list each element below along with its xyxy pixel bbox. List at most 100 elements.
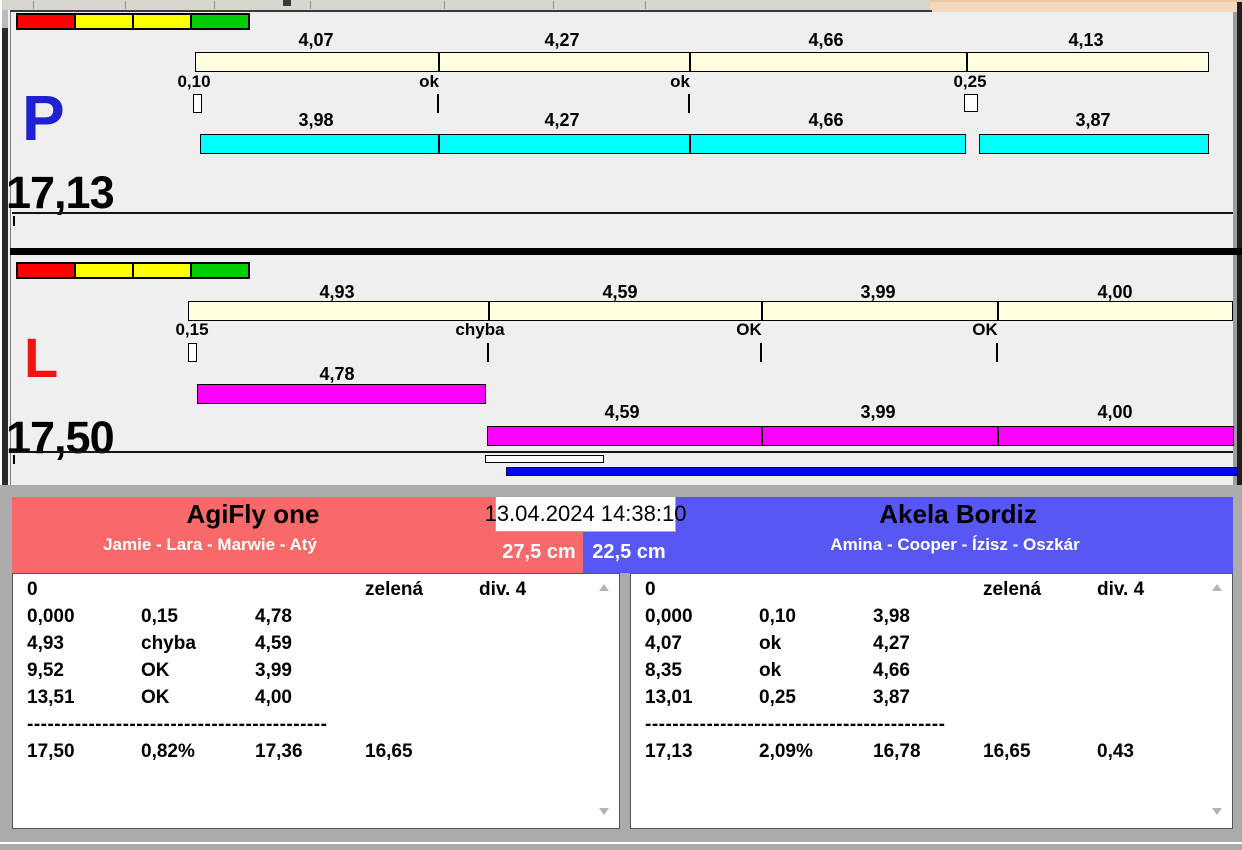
result-cell: 4,78 bbox=[255, 606, 292, 627]
window-top-border bbox=[10, 10, 932, 12]
l-reference-bar bbox=[188, 301, 1233, 321]
team-left-name: AgiFly one bbox=[186, 499, 320, 529]
team-right-jump-height: 22,5 cm bbox=[592, 541, 666, 563]
summary-cell: 2,09% bbox=[759, 741, 813, 762]
team-left-results-table[interactable]: 0 zelená div. 4 0,000 0,15 4,78 4,93 chy… bbox=[12, 573, 620, 829]
result-cell: ok bbox=[759, 660, 782, 681]
result-cell: 0,15 bbox=[141, 606, 178, 627]
p-run-bar-segment-1 bbox=[200, 134, 966, 154]
traffic-yellow-light bbox=[132, 13, 192, 30]
summary-cell: 17,13 bbox=[645, 741, 693, 762]
result-cell: 0 bbox=[27, 579, 38, 600]
p-run-segment-label: 4,66 bbox=[808, 110, 844, 130]
scroll-down-arrow[interactable] bbox=[599, 808, 609, 815]
l-ref-segment-label: 4,00 bbox=[1097, 282, 1133, 302]
left-edge-white bbox=[0, 0, 2, 850]
p-crossing-label: 0,25 bbox=[953, 72, 987, 91]
summary-cell: 17,50 bbox=[27, 741, 75, 762]
l-crossing-tick-box bbox=[188, 343, 197, 362]
traffic-green-light bbox=[190, 13, 250, 30]
p-run-bar-segment-2 bbox=[979, 134, 1209, 154]
p-ref-segment-label: 4,07 bbox=[298, 30, 334, 50]
p-ref-bar-divider bbox=[966, 53, 968, 71]
result-cell: 13,51 bbox=[27, 687, 75, 708]
l-run-bar-divider bbox=[761, 427, 763, 445]
result-cell: ok bbox=[759, 633, 782, 654]
scroll-up-arrow[interactable] bbox=[599, 584, 609, 591]
l-run2-segment-label: 4,59 bbox=[604, 402, 640, 422]
result-cell: 3,99 bbox=[255, 660, 292, 681]
p-ref-bar-divider bbox=[689, 53, 691, 71]
left-edge-grey bbox=[2, 10, 8, 28]
scroll-up-arrow[interactable] bbox=[1212, 584, 1222, 591]
lane-p-total-time: 17,13 bbox=[6, 167, 115, 218]
l-crossing-label: 0,15 bbox=[175, 320, 209, 339]
result-cell: OK bbox=[141, 687, 170, 708]
p-crossing-label: ok bbox=[419, 72, 439, 91]
results-bottom-line bbox=[0, 842, 1242, 844]
result-cell: 4,93 bbox=[27, 633, 64, 654]
l-ref-segment-label: 4,93 bbox=[319, 282, 355, 302]
left-edge-dark bbox=[2, 28, 8, 790]
traffic-light-l bbox=[16, 262, 250, 279]
l-crossing-tick bbox=[487, 343, 489, 362]
strip-separator bbox=[310, 1, 311, 9]
l-run2-segment-label: 4,00 bbox=[1097, 402, 1133, 422]
status-white-bar bbox=[485, 455, 604, 463]
traffic-yellow-light bbox=[132, 262, 192, 279]
l-panel-bottom-border bbox=[12, 451, 1233, 453]
l-crossing-tick bbox=[760, 343, 762, 362]
p-ref-bar-divider bbox=[438, 53, 440, 71]
p-reference-bar bbox=[195, 52, 1209, 72]
team-left-jump-height: 27,5 cm bbox=[502, 541, 576, 563]
l-ref-segment-label: 3,99 bbox=[860, 282, 896, 302]
traffic-light-p bbox=[16, 13, 250, 30]
l-run1-label: 4,78 bbox=[319, 364, 355, 384]
lane-l-letter: L bbox=[24, 326, 59, 389]
p-crossing-label: ok bbox=[670, 72, 690, 91]
progress-blue-bar bbox=[506, 467, 1238, 476]
p-panel-bottom-border bbox=[12, 212, 1233, 214]
team-right-jump-height-box bbox=[583, 527, 675, 573]
l-run-bar-1 bbox=[197, 384, 486, 404]
traffic-red-light bbox=[16, 262, 76, 279]
result-cell: 4,59 bbox=[255, 633, 292, 654]
timestamp-box: 13.04.2024 14:38:10 bbox=[485, 496, 686, 532]
p-crossing-label: 0,10 bbox=[177, 72, 211, 91]
l-run-bar-divider bbox=[997, 427, 999, 445]
result-cell: div. 4 bbox=[1097, 579, 1145, 600]
team-right-dogs: Amina - Cooper - Ízisz - Oszkár bbox=[830, 535, 1080, 554]
result-cell: OK bbox=[141, 660, 170, 681]
team-left-dogs: Jamie - Lara - Marwie - Atý bbox=[103, 535, 317, 554]
edge-tick bbox=[13, 455, 15, 464]
result-cell: 0,000 bbox=[27, 606, 75, 627]
timestamp-text: 13.04.2024 14:38:10 bbox=[484, 501, 687, 526]
summary-cell: 0,82% bbox=[141, 741, 195, 762]
p-run-segment-label: 3,87 bbox=[1075, 110, 1111, 130]
team-right-results-table[interactable]: 0 zelená div. 4 0,000 0,10 3,98 4,07 ok … bbox=[630, 573, 1233, 829]
scroll-down-arrow[interactable] bbox=[1212, 808, 1222, 815]
result-cell: zelená bbox=[983, 579, 1042, 600]
summary-cell: 16,78 bbox=[873, 741, 921, 762]
strip-separator bbox=[444, 1, 445, 9]
l-crossing-tick bbox=[996, 343, 998, 362]
strip-separator bbox=[645, 1, 646, 9]
summary-divider: ----------------------------------------… bbox=[645, 714, 946, 735]
l-ref-bar-divider bbox=[488, 302, 490, 320]
strip-separator bbox=[33, 1, 34, 9]
result-cell: 4,07 bbox=[645, 633, 682, 654]
p-run-bar-divider bbox=[689, 135, 691, 153]
team-right-name: Akela Bordiz bbox=[879, 499, 1037, 529]
result-cell: 9,52 bbox=[27, 660, 64, 681]
l-run-bar-2 bbox=[487, 426, 1234, 446]
main-left-border bbox=[10, 12, 11, 828]
p-ref-segment-label: 4,13 bbox=[1068, 30, 1104, 50]
p-ref-segment-label: 4,27 bbox=[544, 30, 580, 50]
result-cell: 3,98 bbox=[873, 606, 910, 627]
l-ref-bar-divider bbox=[761, 302, 763, 320]
p-crossing-tick-box bbox=[964, 94, 978, 112]
lane-l-total-time: 17,50 bbox=[6, 412, 115, 463]
traffic-yellow-light bbox=[74, 262, 134, 279]
l-run2-segment-label: 3,99 bbox=[860, 402, 896, 422]
lane-p-letter: P bbox=[22, 82, 65, 154]
